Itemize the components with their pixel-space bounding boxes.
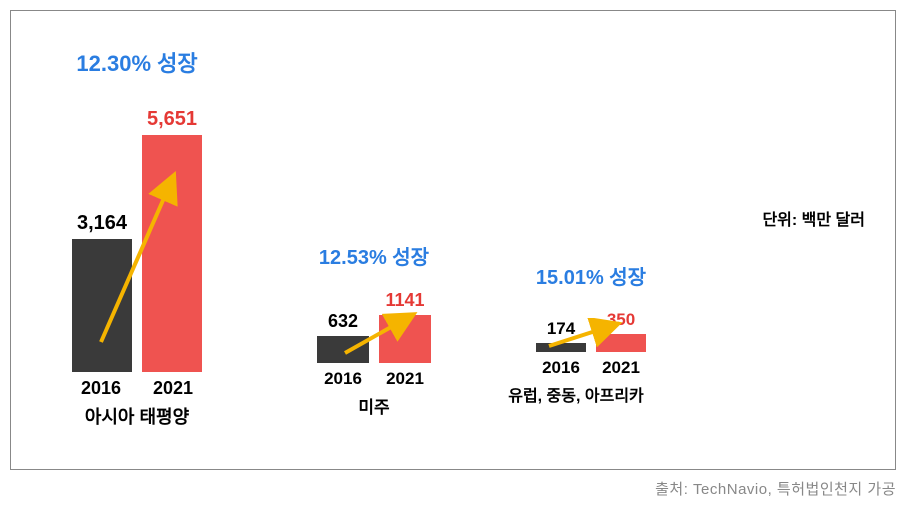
group-asia: 12.30% 성장 3,164 5,651 2016 2021 아시아 태평양 — [71, 46, 203, 429]
bar-col-2021: 1141 — [379, 290, 431, 363]
bar-value-2021: 1141 — [385, 290, 424, 311]
region-label-americas: 미주 — [317, 393, 431, 418]
growth-label-emea: 15.01% 성장 — [521, 261, 661, 290]
bar-value-2016: 174 — [547, 319, 575, 339]
group-americas: 12.53% 성장 632 1141 2016 2021 미주 — [317, 241, 431, 418]
year-2021: 2021 — [596, 358, 646, 378]
growth-label-asia: 12.30% 성장 — [71, 46, 203, 78]
bar-2016 — [72, 239, 132, 372]
bar-value-2016: 632 — [328, 311, 358, 332]
bar-col-2021: 5,651 — [142, 108, 202, 372]
year-2016: 2016 — [536, 358, 586, 378]
bar-2021 — [596, 334, 646, 352]
year-2021: 2021 — [379, 369, 431, 389]
bar-col-2016: 632 — [317, 311, 369, 363]
year-2021: 2021 — [143, 378, 203, 399]
bar-col-2021: 350 — [596, 310, 646, 352]
source-text: 출처: TechNavio, 특허법인천지 가공 — [0, 478, 896, 499]
bar-col-2016: 3,164 — [72, 212, 132, 372]
bars-row-asia: 3,164 5,651 — [71, 108, 203, 372]
unit-label: 단위: 백만 달러 — [762, 206, 865, 230]
group-emea: 15.01% 성장 174 350 2016 2021 유럽, 중동, 아프리카 — [521, 261, 661, 406]
growth-label-americas: 12.53% 성장 — [317, 241, 431, 270]
bar-value-2016: 3,164 — [77, 212, 127, 235]
region-label-asia: 아시아 태평양 — [71, 403, 203, 429]
region-label-emea: 유럽, 중동, 아프리카 — [491, 382, 661, 406]
bar-value-2021: 350 — [607, 310, 635, 330]
year-2016: 2016 — [317, 369, 369, 389]
bar-value-2021: 5,651 — [147, 108, 197, 131]
bar-col-2016: 174 — [536, 319, 586, 352]
bar-2021 — [142, 135, 202, 372]
chart-frame: 단위: 백만 달러 12.30% 성장 3,164 5,651 2016 202… — [10, 10, 896, 470]
bar-2021 — [379, 315, 431, 363]
bar-2016 — [317, 336, 369, 363]
bars-row-americas: 632 1141 — [317, 290, 431, 363]
bar-2016 — [536, 343, 586, 352]
bars-row-emea: 174 350 — [521, 310, 661, 352]
year-2016: 2016 — [71, 378, 131, 399]
